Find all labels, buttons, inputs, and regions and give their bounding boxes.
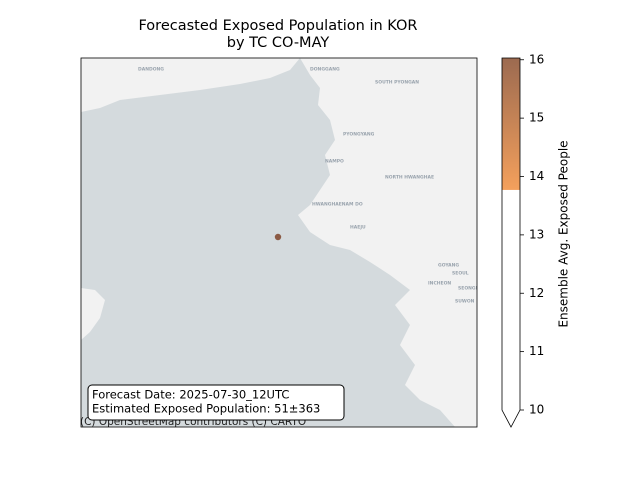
- colorbar-extend: [502, 410, 520, 427]
- map-label: GOYANG: [438, 263, 459, 269]
- colorbar: 10 11 12 13 14 15 16: [501, 52, 544, 428]
- colorbar-segment: [502, 189, 520, 410]
- map-label: HWANGHAENAM DO: [312, 202, 363, 208]
- colorbar-tick-label: 10: [529, 403, 544, 417]
- colorbar-tick-label: 13: [529, 227, 544, 241]
- map-label: NORTH HWANGHAE: [385, 175, 434, 181]
- colorbar-segment: [502, 58, 520, 190]
- title-line: Forecasted Exposed Population in KOR: [138, 18, 417, 34]
- land: [81, 58, 300, 112]
- land: [298, 58, 477, 427]
- map-label: HAEJU: [350, 225, 366, 231]
- map: DANDONG DONGGANG SOUTH PYONGAN PYONGYANG…: [80, 58, 488, 428]
- map-label: SEOUL: [452, 271, 469, 277]
- map-label: DANDONG: [138, 67, 164, 73]
- annotation-box: [87, 384, 345, 421]
- colorbar-tick-label: 15: [529, 111, 544, 125]
- map-label: NAMPO: [325, 159, 344, 165]
- map-label: SOUTH PYONGAN: [375, 80, 419, 86]
- title-line: by TC CO-MAY: [227, 35, 330, 51]
- colorbar-label: Ensemble Avg. Exposed People: [557, 140, 571, 327]
- colorbar-tick-label: 12: [529, 286, 544, 300]
- annotation-text: Forecast Date: 2025-07-30_12UTC: [92, 388, 289, 402]
- attribution: (C) OpenStreetMap contributors (C) CARTO: [80, 416, 306, 428]
- annotation-text: Estimated Exposed Population: 51±363: [92, 402, 320, 416]
- map-label: SUWON: [455, 299, 475, 305]
- land: [81, 288, 105, 340]
- map-label: PYONGYANG: [343, 132, 375, 138]
- exposure-point: [274, 233, 282, 241]
- map-frame: [80, 57, 478, 428]
- colorbar-tick-label: 14: [529, 169, 544, 183]
- colorbar-tick-label: 16: [529, 52, 544, 66]
- map-label: DONGGANG: [310, 67, 340, 73]
- colorbar-outline: [501, 57, 521, 428]
- map-label: SEONGNAM: [458, 286, 488, 292]
- colorbar-tick-label: 11: [529, 344, 544, 358]
- map-label: INCHEON: [428, 281, 451, 287]
